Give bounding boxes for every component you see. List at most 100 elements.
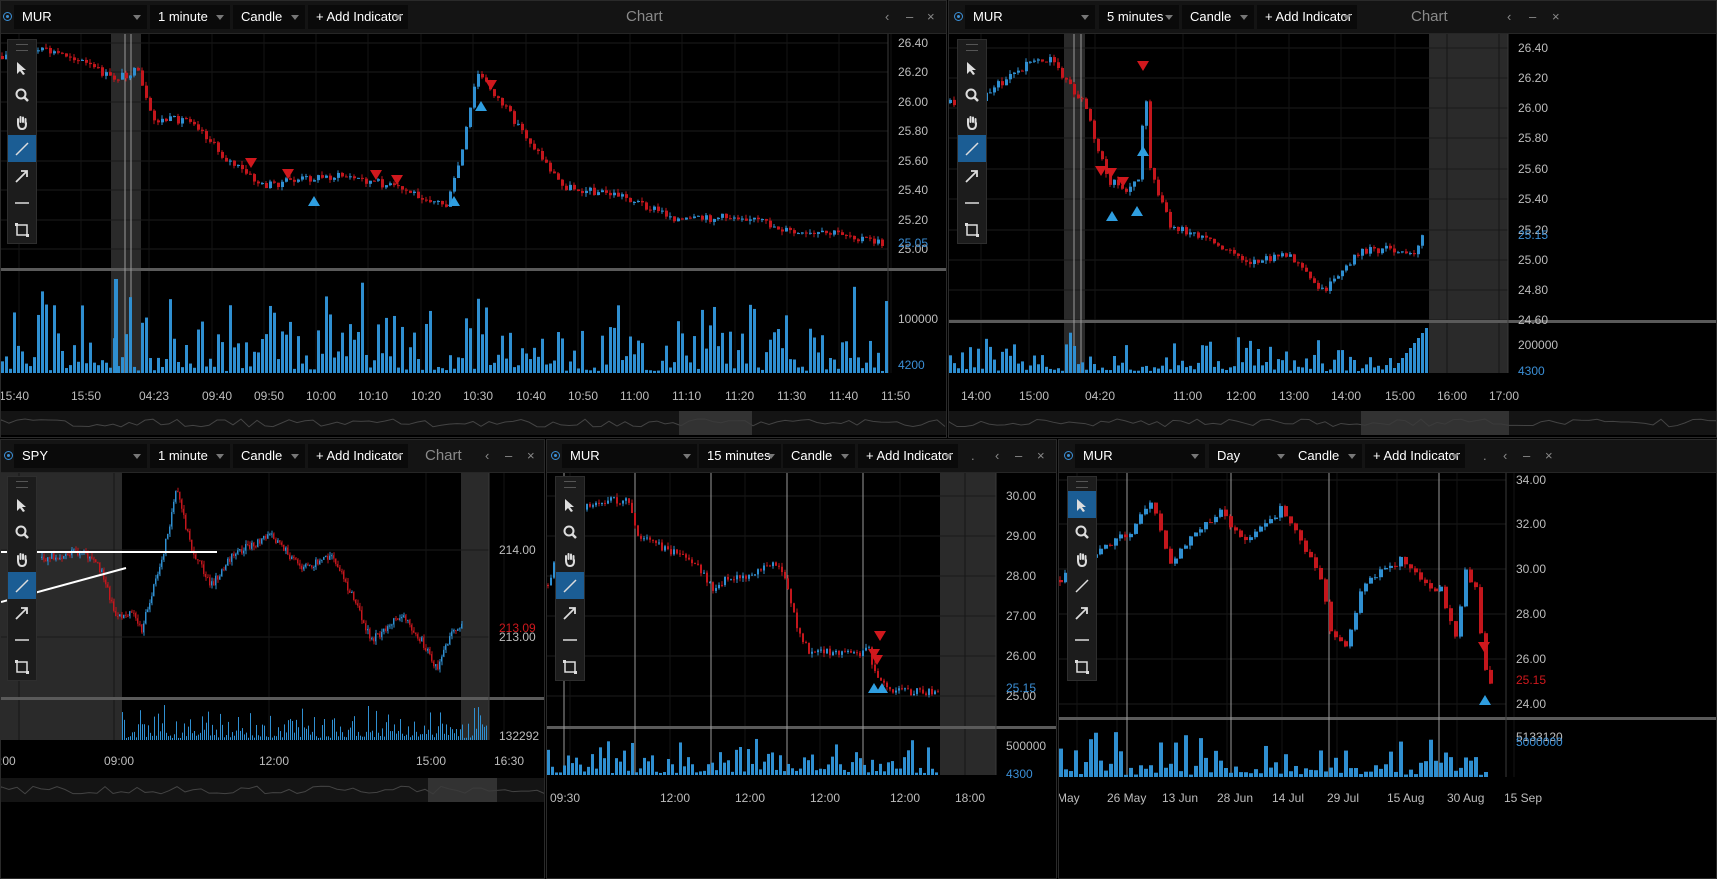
add-indicator-button[interactable]: + Add Indicator: [1257, 5, 1357, 29]
horizontal-line-tool[interactable]: [556, 626, 584, 653]
pan-hand-tool[interactable]: [1068, 545, 1096, 572]
pane-separator[interactable]: [1, 268, 947, 271]
link-icon[interactable]: [551, 451, 560, 460]
zoom-tool[interactable]: [1068, 518, 1096, 545]
chart-type-selector[interactable]: Candle: [1182, 5, 1254, 29]
interval-selector[interactable]: 1 minute: [150, 5, 230, 29]
chart-type-selector[interactable]: Candle: [783, 444, 855, 468]
toolbar-grip[interactable]: [958, 40, 986, 54]
buy-marker[interactable]: [308, 196, 320, 206]
interval-selector[interactable]: 1 minute: [150, 444, 230, 468]
interval-selector[interactable]: 15 minutes: [699, 444, 781, 468]
link-icon[interactable]: [4, 451, 13, 460]
navigator-window[interactable]: [679, 411, 752, 435]
minimize-icon[interactable]: –: [906, 9, 914, 24]
rectangle-tool[interactable]: [958, 216, 986, 243]
interval-selector[interactable]: Day: [1209, 444, 1291, 468]
chart-canvas[interactable]: 30.0029.0028.0027.0026.0025.0025.1550000…: [547, 440, 1057, 879]
sell-marker[interactable]: [245, 158, 257, 168]
chart-canvas[interactable]: 26.4026.2026.0025.8025.6025.4025.2025.00…: [949, 1, 1717, 438]
toolbar-grip[interactable]: [8, 477, 36, 491]
arrow-tool[interactable]: [8, 162, 36, 189]
sell-marker[interactable]: [370, 170, 382, 180]
collapse-icon[interactable]: ‹: [885, 9, 890, 24]
trend-line-tool[interactable]: [556, 572, 584, 599]
arrow-tool[interactable]: [1068, 599, 1096, 626]
navigator-window[interactable]: [428, 778, 497, 802]
pane-separator[interactable]: [949, 320, 1717, 323]
add-indicator-button[interactable]: + Add Indicator: [308, 444, 408, 468]
chart-canvas[interactable]: 26.4026.2026.0025.8025.6025.4025.2025.00…: [1, 1, 947, 438]
minimize-icon[interactable]: –: [1523, 448, 1531, 463]
buy-marker[interactable]: [448, 196, 460, 206]
trend-line-tool[interactable]: [1068, 572, 1096, 599]
horizontal-line-tool[interactable]: [1068, 626, 1096, 653]
close-icon[interactable]: ×: [1545, 448, 1553, 463]
sell-marker[interactable]: [871, 655, 883, 665]
pane-separator[interactable]: [547, 726, 1057, 729]
pan-hand-tool[interactable]: [556, 545, 584, 572]
pointer-tool[interactable]: [958, 54, 986, 81]
link-icon[interactable]: [3, 12, 12, 21]
toolbar-grip[interactable]: [1068, 477, 1096, 491]
pan-hand-tool[interactable]: [8, 108, 36, 135]
rectangle-tool[interactable]: [8, 653, 36, 680]
collapse-icon[interactable]: ‹: [1503, 448, 1508, 463]
pan-hand-tool[interactable]: [958, 108, 986, 135]
add-indicator-button[interactable]: + Add Indicator: [1365, 444, 1465, 468]
zoom-tool[interactable]: [556, 518, 584, 545]
pane-separator[interactable]: [1059, 717, 1717, 720]
horizontal-line-tool[interactable]: [8, 189, 36, 216]
sell-marker[interactable]: [1105, 168, 1117, 178]
collapse-icon[interactable]: ‹: [1507, 9, 1512, 24]
buy-marker[interactable]: [475, 101, 487, 111]
trend-line-tool[interactable]: [8, 572, 36, 599]
symbol-selector[interactable]: MUR: [965, 5, 1095, 29]
trend-line-tool[interactable]: [8, 135, 36, 162]
sell-marker[interactable]: [874, 631, 886, 641]
add-indicator-button[interactable]: + Add Indicator: [308, 5, 408, 29]
sell-marker[interactable]: [1117, 177, 1129, 187]
buy-marker[interactable]: [868, 683, 880, 693]
minimize-icon[interactable]: –: [1015, 448, 1023, 463]
sell-marker[interactable]: [282, 169, 294, 179]
arrow-tool[interactable]: [8, 599, 36, 626]
trend-line-tool[interactable]: [958, 135, 986, 162]
buy-marker[interactable]: [876, 683, 888, 693]
navigator-window[interactable]: [1361, 411, 1509, 435]
sell-marker[interactable]: [485, 80, 497, 90]
chart-type-selector[interactable]: Candle: [233, 5, 305, 29]
close-icon[interactable]: ×: [1037, 448, 1045, 463]
pointer-tool[interactable]: [8, 54, 36, 81]
chart-canvas[interactable]: 214.00213.00213.09132292:0009:0012:0015:…: [1, 440, 545, 879]
add-indicator-button[interactable]: + Add Indicator: [858, 444, 958, 468]
zoom-tool[interactable]: [8, 518, 36, 545]
more-icon[interactable]: .: [971, 448, 975, 463]
pointer-tool[interactable]: [556, 491, 584, 518]
zoom-tool[interactable]: [958, 81, 986, 108]
close-icon[interactable]: ×: [927, 9, 935, 24]
navigator[interactable]: [1, 411, 947, 435]
close-icon[interactable]: ×: [1552, 9, 1560, 24]
close-icon[interactable]: ×: [527, 448, 535, 463]
buy-marker[interactable]: [1131, 206, 1143, 216]
rectangle-tool[interactable]: [1068, 653, 1096, 680]
toolbar-grip[interactable]: [556, 477, 584, 491]
toolbar-grip[interactable]: [8, 40, 36, 54]
sell-marker[interactable]: [868, 649, 880, 659]
sell-marker[interactable]: [1478, 642, 1490, 652]
symbol-selector[interactable]: MUR: [14, 5, 147, 29]
buy-marker[interactable]: [1106, 211, 1118, 221]
symbol-selector[interactable]: SPY: [14, 444, 147, 468]
collapse-icon[interactable]: ‹: [485, 448, 490, 463]
interval-selector[interactable]: 5 minutes: [1099, 5, 1179, 29]
sell-marker[interactable]: [1095, 166, 1107, 176]
horizontal-line-tool[interactable]: [8, 626, 36, 653]
link-icon[interactable]: [1064, 451, 1073, 460]
minimize-icon[interactable]: –: [1529, 9, 1537, 24]
symbol-selector[interactable]: MUR: [1075, 444, 1205, 468]
pan-hand-tool[interactable]: [8, 545, 36, 572]
buy-marker[interactable]: [1137, 146, 1149, 156]
pane-separator[interactable]: [1, 697, 545, 700]
chart-type-selector[interactable]: Candle: [1290, 444, 1362, 468]
